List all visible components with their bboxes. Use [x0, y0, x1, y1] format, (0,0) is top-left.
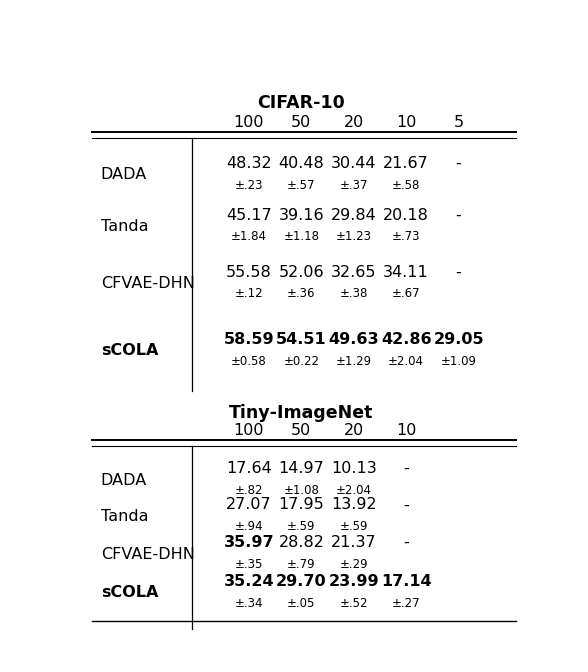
Text: 14.97: 14.97: [279, 461, 324, 476]
Text: ±1.09: ±1.09: [440, 355, 476, 368]
Text: 29.84: 29.84: [331, 208, 377, 222]
Text: 34.11: 34.11: [383, 265, 429, 280]
Text: 100: 100: [233, 114, 264, 130]
Text: ±.36: ±.36: [287, 288, 316, 300]
Text: ±.79: ±.79: [287, 558, 316, 571]
Text: 55.58: 55.58: [226, 265, 272, 280]
Text: 58.59: 58.59: [223, 332, 274, 347]
Text: 49.63: 49.63: [329, 332, 379, 347]
Text: 10.13: 10.13: [331, 461, 377, 476]
Text: 21.37: 21.37: [331, 535, 376, 550]
Text: ±.73: ±.73: [392, 230, 420, 243]
Text: ±2.04: ±2.04: [388, 355, 424, 368]
Text: -: -: [403, 535, 409, 550]
Text: 40.48: 40.48: [279, 156, 324, 171]
Text: ±.59: ±.59: [339, 520, 368, 533]
Text: ±.94: ±.94: [235, 520, 263, 533]
Text: -: -: [456, 208, 462, 222]
Text: ±.05: ±.05: [287, 597, 316, 610]
Text: 29.05: 29.05: [433, 332, 484, 347]
Text: -: -: [403, 461, 409, 476]
Text: ±.37: ±.37: [339, 179, 368, 192]
Text: 39.16: 39.16: [279, 208, 324, 222]
Text: 42.86: 42.86: [381, 332, 432, 347]
Text: 27.07: 27.07: [226, 497, 272, 513]
Text: ±.35: ±.35: [235, 558, 263, 571]
Text: 13.92: 13.92: [331, 497, 376, 513]
Text: 17.64: 17.64: [226, 461, 272, 476]
Text: 30.44: 30.44: [331, 156, 376, 171]
Text: 17.14: 17.14: [381, 574, 432, 589]
Text: sCOLA: sCOLA: [101, 343, 158, 358]
Text: ±.52: ±.52: [339, 597, 368, 610]
Text: 35.24: 35.24: [223, 574, 274, 589]
Text: 10: 10: [396, 423, 416, 438]
Text: ±.23: ±.23: [235, 179, 263, 192]
Text: ±1.08: ±1.08: [283, 484, 319, 497]
Text: 20: 20: [343, 423, 364, 438]
Text: CIFAR-10: CIFAR-10: [258, 93, 345, 112]
Text: ±1.29: ±1.29: [336, 355, 372, 368]
Text: 45.17: 45.17: [226, 208, 272, 222]
Text: 32.65: 32.65: [331, 265, 376, 280]
Text: -: -: [456, 265, 462, 280]
Text: 54.51: 54.51: [276, 332, 327, 347]
Text: 10: 10: [396, 114, 416, 130]
Text: ±.34: ±.34: [235, 597, 263, 610]
Text: 20: 20: [343, 114, 364, 130]
Text: Tiny-ImageNet: Tiny-ImageNet: [229, 404, 373, 422]
Text: 17.95: 17.95: [279, 497, 324, 513]
Text: ±1.84: ±1.84: [231, 230, 267, 243]
Text: CFVAE-DHN: CFVAE-DHN: [101, 276, 195, 291]
Text: Tanda: Tanda: [101, 509, 148, 524]
Text: ±0.22: ±0.22: [283, 355, 319, 368]
Text: 20.18: 20.18: [383, 208, 429, 222]
Text: ±1.23: ±1.23: [336, 230, 372, 243]
Text: -: -: [456, 156, 462, 171]
Text: 35.97: 35.97: [223, 535, 274, 550]
Text: ±.58: ±.58: [392, 179, 420, 192]
Text: 5: 5: [453, 114, 463, 130]
Text: 50: 50: [291, 114, 312, 130]
Text: ±.67: ±.67: [392, 288, 420, 300]
Text: 23.99: 23.99: [329, 574, 379, 589]
Text: 100: 100: [233, 423, 264, 438]
Text: 48.32: 48.32: [226, 156, 272, 171]
Text: ±2.04: ±2.04: [336, 484, 372, 497]
Text: 21.67: 21.67: [383, 156, 429, 171]
Text: CFVAE-DHN: CFVAE-DHN: [101, 546, 195, 562]
Text: ±.27: ±.27: [392, 597, 420, 610]
Text: ±.29: ±.29: [339, 558, 368, 571]
Text: ±.82: ±.82: [235, 484, 263, 497]
Text: 29.70: 29.70: [276, 574, 327, 589]
Text: ±.38: ±.38: [339, 288, 368, 300]
Text: ±1.18: ±1.18: [283, 230, 319, 243]
Text: DADA: DADA: [101, 472, 147, 488]
Text: ±0.58: ±0.58: [231, 355, 267, 368]
Text: DADA: DADA: [101, 167, 147, 182]
Text: 28.82: 28.82: [278, 535, 325, 550]
Text: sCOLA: sCOLA: [101, 585, 158, 600]
Text: Tanda: Tanda: [101, 219, 148, 234]
Text: 50: 50: [291, 423, 312, 438]
Text: ±.59: ±.59: [287, 520, 316, 533]
Text: ±.12: ±.12: [235, 288, 263, 300]
Text: ±.57: ±.57: [287, 179, 316, 192]
Text: 52.06: 52.06: [279, 265, 324, 280]
Text: -: -: [403, 497, 409, 513]
